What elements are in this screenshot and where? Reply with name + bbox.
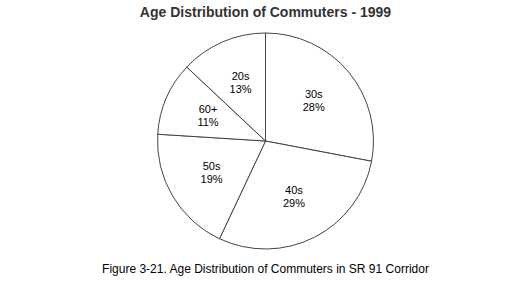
svg-text:60+11%: 60+11% xyxy=(197,103,218,128)
svg-text:20s13%: 20s13% xyxy=(230,70,252,95)
html-text:Figure 3-21. Age Distribution: Figure 3-21. Age Distribution of Commute… xyxy=(102,262,429,276)
svg-text:30s28%: 30s28% xyxy=(303,88,325,113)
svg-text:50s19%: 50s19% xyxy=(201,160,223,185)
svg-text:40s29%: 40s29% xyxy=(283,184,305,209)
html-text:Age Distribution of Commuters: Age Distribution of Commuters - 1999 xyxy=(139,4,392,20)
